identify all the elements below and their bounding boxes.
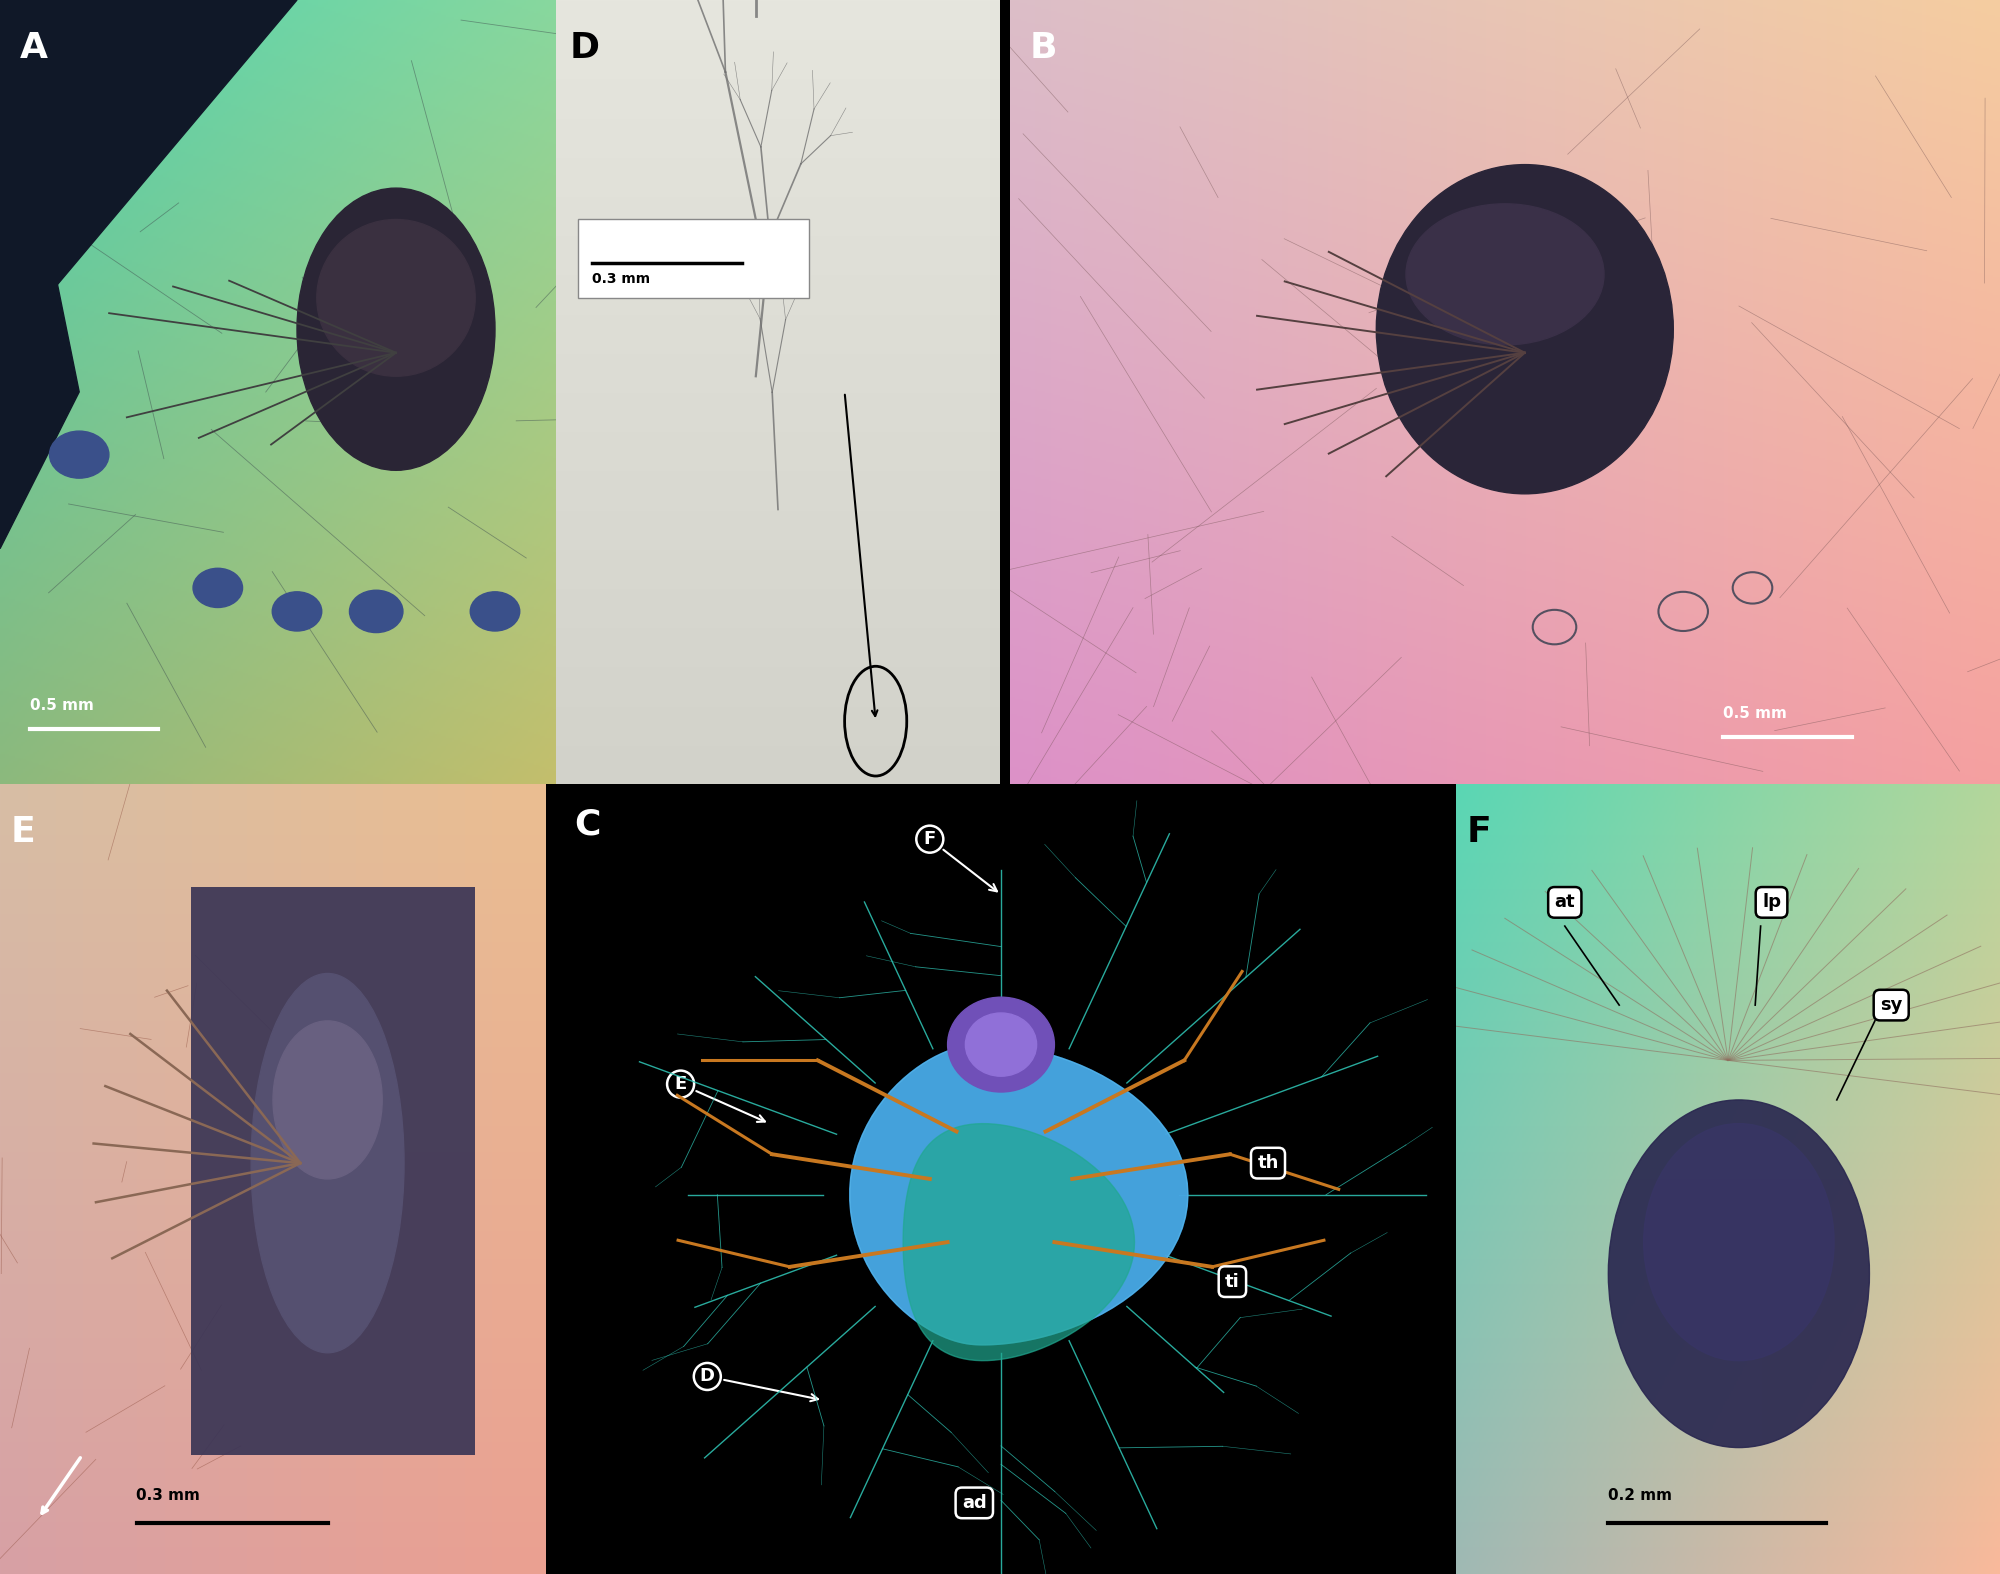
Text: ad: ad xyxy=(962,1494,986,1513)
FancyBboxPatch shape xyxy=(192,886,476,1456)
Circle shape xyxy=(470,592,520,631)
Polygon shape xyxy=(850,1045,1188,1344)
Text: lp: lp xyxy=(1762,894,1782,911)
Text: B: B xyxy=(1030,31,1058,66)
Polygon shape xyxy=(904,1124,1134,1360)
FancyBboxPatch shape xyxy=(578,219,810,297)
Circle shape xyxy=(50,431,108,478)
Text: D: D xyxy=(700,1368,818,1401)
Text: sy: sy xyxy=(1880,996,1902,1014)
Text: F: F xyxy=(924,829,996,891)
Text: D: D xyxy=(570,31,600,66)
Text: E: E xyxy=(674,1075,764,1122)
Ellipse shape xyxy=(1644,1124,1834,1360)
Text: C: C xyxy=(574,807,600,842)
Ellipse shape xyxy=(1608,1100,1870,1448)
Text: 0.3 mm: 0.3 mm xyxy=(592,272,650,286)
Ellipse shape xyxy=(1406,203,1604,345)
Text: F: F xyxy=(1466,815,1492,850)
Text: at: at xyxy=(1554,894,1576,911)
Ellipse shape xyxy=(296,189,496,471)
Circle shape xyxy=(966,1014,1036,1077)
Text: E: E xyxy=(10,815,36,850)
Circle shape xyxy=(194,568,242,608)
Text: ti: ti xyxy=(1226,1273,1240,1291)
Circle shape xyxy=(350,590,402,633)
Polygon shape xyxy=(0,0,296,353)
Ellipse shape xyxy=(1376,165,1674,494)
Text: 0.2 mm: 0.2 mm xyxy=(1608,1487,1672,1503)
Ellipse shape xyxy=(316,219,476,376)
Circle shape xyxy=(948,998,1054,1092)
Text: 0.5 mm: 0.5 mm xyxy=(30,699,94,713)
Text: A: A xyxy=(20,31,48,66)
Circle shape xyxy=(272,592,322,631)
Text: th: th xyxy=(1258,1154,1278,1173)
Polygon shape xyxy=(850,1045,1188,1344)
Ellipse shape xyxy=(252,973,404,1352)
Polygon shape xyxy=(0,0,80,549)
Ellipse shape xyxy=(272,1022,382,1179)
Text: 0.3 mm: 0.3 mm xyxy=(136,1487,200,1503)
Text: 0.5 mm: 0.5 mm xyxy=(1722,707,1786,721)
